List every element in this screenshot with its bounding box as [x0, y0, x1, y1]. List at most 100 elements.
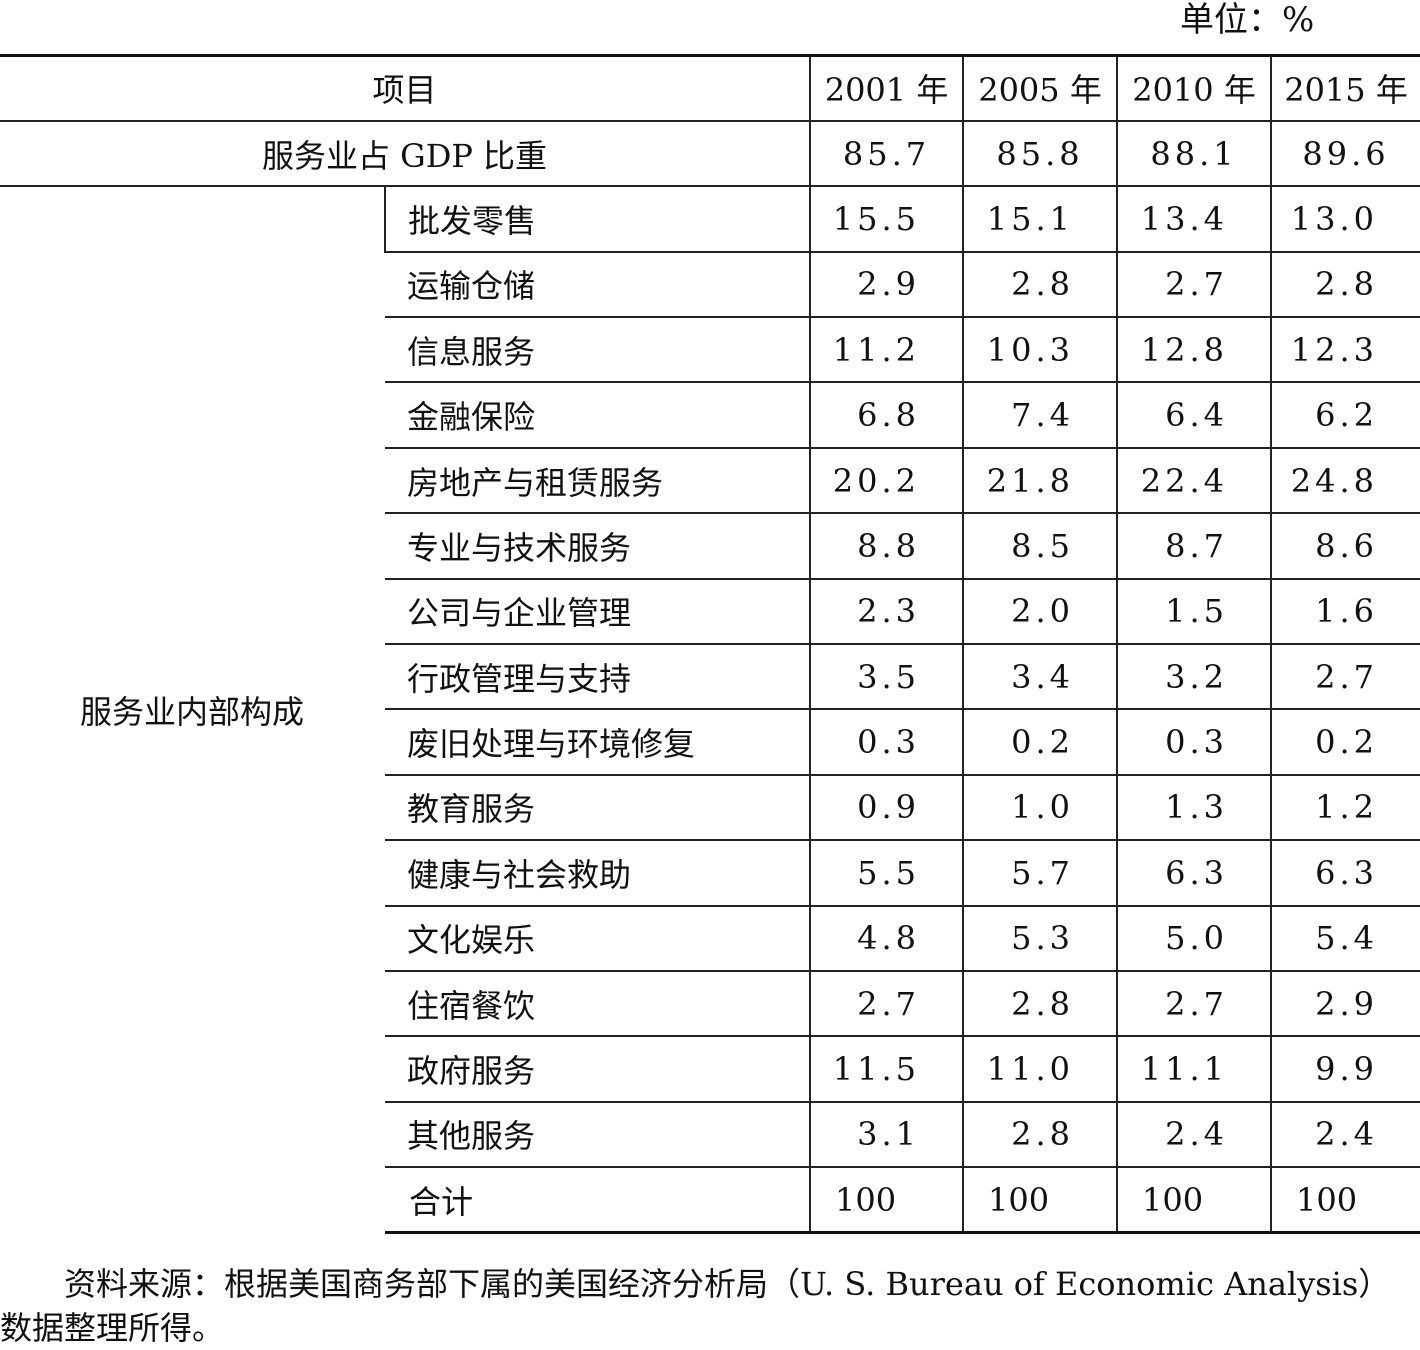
row-name: 其他服务 [385, 1100, 811, 1168]
row-value: 100 [1270, 1166, 1420, 1235]
row-name: 文化娱乐 [385, 904, 811, 971]
row-value: 2.8 [962, 969, 1118, 1037]
row-value: 6.8 [809, 381, 964, 448]
source-note: 资料来源：根据美国商务部下属的美国经济分析局（U. S. Bureau of E… [0, 1262, 1420, 1350]
unit-label: 单位：% [1180, 0, 1315, 40]
row-value: 2.0 [962, 577, 1118, 645]
table-row: 行政管理与支持 3.5 3.4 3.2 2.7 [0, 643, 1420, 710]
table-row: 服务业内部构成 批发零售 15.5 15.1 13.4 13.0 [0, 185, 1420, 1233]
row-value: 0.2 [1270, 708, 1420, 775]
total-row: 合计 100 100 100 100 [0, 1166, 1420, 1235]
row-value: 3.4 [962, 643, 1118, 710]
row-name: 信息服务 [385, 316, 811, 383]
header-year: 2015 年 [1270, 53, 1420, 121]
row-value: 2.9 [809, 250, 964, 318]
row-value: 2.4 [1270, 1100, 1420, 1168]
row-value: 1.5 [1116, 577, 1272, 645]
row-value: 11.2 [809, 316, 964, 383]
row-value: 6.4 [1116, 381, 1272, 448]
header-year: 2005 年 [962, 53, 1118, 121]
gdp-share-value: 85.8 [962, 119, 1118, 187]
table-row: 文化娱乐 4.8 5.3 5.0 5.4 [0, 904, 1420, 971]
row-name: 政府服务 [385, 1035, 811, 1102]
row-name: 专业与技术服务 [385, 512, 811, 579]
row-value: 3.1 [809, 1100, 964, 1168]
row-value: 1.3 [1116, 773, 1272, 841]
table-row: 教育服务 0.9 1.0 1.3 1.2 [0, 773, 1420, 841]
row-value: 24.8 [1270, 446, 1420, 514]
row-value: 0.3 [809, 708, 964, 775]
row-value: 13.0 [1270, 185, 1420, 252]
table-row: 金融保险 6.8 7.4 6.4 6.2 [0, 381, 1420, 448]
header-year: 2010 年 [1116, 53, 1272, 121]
row-value: 2.4 [1116, 1100, 1272, 1168]
table-row: 健康与社会救助 5.5 5.7 6.3 6.3 [0, 839, 1420, 906]
row-value: 5.0 [1116, 904, 1272, 971]
row-name: 合计 [385, 1166, 811, 1235]
row-value: 12.3 [1270, 316, 1420, 383]
row-value: 0.9 [809, 773, 964, 841]
row-value: 3.5 [809, 643, 964, 710]
table-row: 专业与技术服务 8.8 8.5 8.7 8.6 [0, 512, 1420, 579]
row-value: 0.2 [962, 708, 1118, 775]
gdp-share-value: 88.1 [1116, 119, 1272, 187]
row-value: 11.1 [1116, 1035, 1272, 1102]
row-value: 20.2 [809, 446, 964, 514]
row-value: 5.7 [962, 839, 1118, 906]
row-value: 100 [1116, 1166, 1272, 1235]
row-value: 6.2 [1270, 381, 1420, 448]
table-row: 其他服务 3.1 2.8 2.4 2.4 [0, 1100, 1420, 1168]
row-name: 行政管理与支持 [385, 643, 811, 710]
row-value: 5.5 [809, 839, 964, 906]
row-value: 1.0 [962, 773, 1118, 841]
table-row: 废旧处理与环境修复 0.3 0.2 0.3 0.2 [0, 708, 1420, 775]
row-name: 批发零售 [383, 185, 811, 252]
gdp-share-row: 服务业占 GDP 比重 85.7 85.8 88.1 89.6 [0, 119, 1420, 187]
row-value: 8.8 [809, 512, 964, 579]
row-value: 9.9 [1270, 1035, 1420, 1102]
row-value: 6.3 [1270, 839, 1420, 906]
row-value: 7.4 [962, 381, 1118, 448]
table-row: 运输仓储 2.9 2.8 2.7 2.8 [0, 250, 1420, 318]
row-value: 1.2 [1270, 773, 1420, 841]
row-value: 2.8 [962, 250, 1118, 318]
row-value: 21.8 [962, 446, 1118, 514]
gdp-share-value: 85.7 [809, 119, 964, 187]
row-value: 4.8 [809, 904, 964, 971]
row-value: 10.3 [962, 316, 1118, 383]
row-value: 8.7 [1116, 512, 1272, 579]
row-value: 5.4 [1270, 904, 1420, 971]
row-value: 13.4 [1116, 185, 1272, 252]
table-row: 房地产与租赁服务 20.2 21.8 22.4 24.8 [0, 446, 1420, 514]
header-row: 项目 2001 年 2005 年 2010 年 2015 年 [0, 53, 1420, 121]
row-value: 12.8 [1116, 316, 1272, 383]
row-value: 22.4 [1116, 446, 1272, 514]
gdp-share-label: 服务业占 GDP 比重 [0, 119, 811, 187]
row-value: 15.1 [962, 185, 1118, 252]
row-value: 100 [809, 1166, 964, 1235]
row-value: 2.8 [962, 1100, 1118, 1168]
row-value: 11.0 [962, 1035, 1118, 1102]
row-name: 金融保险 [385, 381, 811, 448]
row-value: 3.2 [1116, 643, 1272, 710]
row-value: 0.3 [1116, 708, 1272, 775]
table-row: 公司与企业管理 2.3 2.0 1.5 1.6 [0, 577, 1420, 645]
row-value: 8.5 [962, 512, 1118, 579]
services-gdp-table: 项目 2001 年 2005 年 2010 年 2015 年 服务业占 GDP … [0, 53, 1420, 1235]
row-value: 6.3 [1116, 839, 1272, 906]
source-note-text: 资料来源：根据美国商务部下属的美国经济分析局（U. S. Bureau of E… [0, 1265, 1391, 1347]
table-row: 信息服务 11.2 10.3 12.8 12.3 [0, 316, 1420, 383]
row-value: 5.3 [962, 904, 1118, 971]
row-value: 2.7 [1270, 643, 1420, 710]
group-label: 服务业内部构成 [0, 185, 385, 1233]
table-row: 住宿餐饮 2.7 2.8 2.7 2.9 [0, 969, 1420, 1037]
row-name: 房地产与租赁服务 [385, 446, 811, 514]
header-item: 项目 [0, 53, 811, 121]
row-name: 教育服务 [385, 773, 811, 841]
table-row: 政府服务 11.5 11.0 11.1 9.9 [0, 1035, 1420, 1102]
row-value: 2.3 [809, 577, 964, 645]
row-value: 15.5 [809, 185, 964, 252]
row-name: 健康与社会救助 [385, 839, 811, 906]
header-year: 2001 年 [809, 53, 964, 121]
row-value: 2.7 [1116, 250, 1272, 318]
